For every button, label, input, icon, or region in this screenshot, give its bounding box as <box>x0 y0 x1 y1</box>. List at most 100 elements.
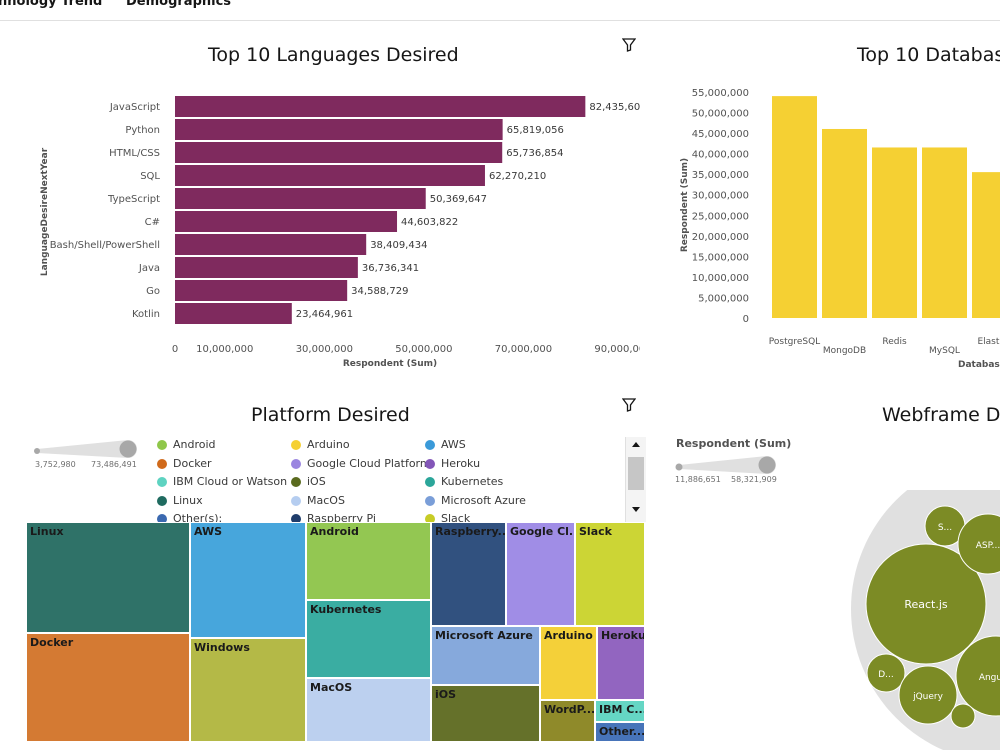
x-tick-label: 50,000,000 <box>395 344 452 355</box>
treemap-cell[interactable]: Heroku <box>597 626 645 700</box>
treemap-cell[interactable]: Android <box>306 522 431 600</box>
y-tick-label: 10,000,000 <box>692 273 749 284</box>
legend-item[interactable]: AWS <box>425 438 466 451</box>
legend-item[interactable]: IBM Cloud or Watson <box>157 475 287 488</box>
y-tick-label: 40,000,000 <box>692 150 749 161</box>
language-value-label: 82,435,603 <box>589 102 640 113</box>
y-tick-label: 20,000,000 <box>692 232 749 243</box>
database-bar <box>922 147 967 318</box>
legend-swatch <box>157 495 167 506</box>
x-axis-label: Respondent (Sum) <box>343 359 437 369</box>
treemap-label: Kubernetes <box>310 603 382 616</box>
treemap-label: Other... <box>599 725 645 738</box>
treemap-cell[interactable]: Arduino <box>540 626 597 700</box>
x-tick-label: 30,000,000 <box>296 344 353 355</box>
legend-item[interactable]: Android <box>157 438 216 451</box>
platform-legend: Android Arduino AWS Docker Google Cloud Plat… <box>0 436 625 522</box>
legend-swatch <box>291 439 301 450</box>
legend-item[interactable]: Other(s): <box>157 512 222 522</box>
treemap-label: Arduino <box>544 629 593 642</box>
database-label: MySQL <box>929 346 960 356</box>
treemap-cell[interactable]: Microsoft Azure <box>431 626 540 685</box>
treemap-cell[interactable]: Windows <box>190 638 306 742</box>
treemap-cell[interactable]: iOS <box>431 685 540 742</box>
filter-icon[interactable] <box>622 38 636 52</box>
treemap-cell[interactable]: Google Cl... <box>506 522 575 626</box>
treemap-label: WordP... <box>544 703 595 716</box>
treemap-cell[interactable]: MacOS <box>306 678 431 742</box>
y-tick-label: 55,000,000 <box>692 88 749 99</box>
treemap-cell[interactable]: Docker <box>26 633 190 742</box>
treemap-cell[interactable]: AWS <box>190 522 306 638</box>
language-bar <box>175 303 292 324</box>
language-value-label: 65,736,854 <box>506 148 563 159</box>
language-value-label: 50,369,647 <box>430 194 487 205</box>
filter-icon[interactable] <box>622 398 636 412</box>
languages-bar-chart: JavaScript 82,435,603 Python 65,819,056 HTML… <box>40 96 640 369</box>
treemap-cell[interactable]: Kubernetes <box>306 600 431 678</box>
webframe-bubble-chart: React.js S... ASP... D... jQuery Angul... <box>851 490 1000 750</box>
legend-label: IBM Cloud or Watson <box>173 475 288 488</box>
language-label: Go <box>146 286 160 297</box>
legend-item[interactable]: Kubernetes <box>425 475 503 488</box>
database-bar <box>772 96 817 318</box>
tab-bar: nnology Trend Demographics <box>0 0 1000 21</box>
treemap-cell[interactable]: IBM C... <box>595 700 645 722</box>
platform-size-legend: 3,752,980 73,486,491 <box>34 440 137 469</box>
webframe-size-legend: 11,886,651 58,321,909 <box>675 456 777 484</box>
y-tick-label: 0 <box>743 314 749 325</box>
treemap-cell[interactable]: Slack <box>575 522 645 626</box>
legend-item[interactable]: Linux <box>157 494 203 507</box>
treemap-label: Linux <box>30 525 64 538</box>
legend-swatch <box>425 439 435 450</box>
treemap-cell[interactable]: Linux <box>26 522 190 633</box>
platform-chart-title: Platform Desired <box>251 404 410 426</box>
database-bar <box>972 172 1000 318</box>
tab-demographics[interactable]: Demographics <box>126 0 232 9</box>
y-tick-label: 45,000,000 <box>692 129 749 140</box>
bubble <box>866 653 906 693</box>
x-axis-label: Databas <box>958 360 1000 370</box>
legend-label: Slack <box>441 512 471 522</box>
language-bar <box>175 188 426 209</box>
database-label: MongoDB <box>823 346 866 356</box>
database-bar <box>872 147 917 318</box>
legend-swatch <box>157 513 167 522</box>
treemap-cell[interactable]: WordP... <box>540 700 595 742</box>
legend-item[interactable]: Slack <box>425 512 470 522</box>
treemap-label: Microsoft Azure <box>435 629 533 642</box>
legend-label: Microsoft Azure <box>441 494 526 507</box>
x-tick-label: 70,000,000 <box>495 344 552 355</box>
legend-swatch <box>157 439 167 450</box>
language-value-label: 23,464,961 <box>296 309 353 320</box>
treemap-cell[interactable]: Other... <box>595 722 645 742</box>
legend-label: Arduino <box>307 438 350 451</box>
legend-item[interactable]: Raspberry Pi <box>291 512 376 522</box>
language-bar <box>175 96 586 117</box>
legend-item[interactable]: Google Cloud Platform <box>291 457 431 470</box>
legend-swatch <box>291 476 301 487</box>
legend-swatch <box>291 513 301 522</box>
tab-technology-trend[interactable]: nnology Trend <box>0 0 103 9</box>
legend-label: Docker <box>173 457 212 470</box>
legend-item[interactable]: Arduino <box>291 438 350 451</box>
legend-scrollbar[interactable] <box>625 437 646 522</box>
bubble <box>955 635 1000 717</box>
treemap-cell[interactable]: Raspberry... <box>431 522 506 626</box>
legend-label: Other(s): <box>173 512 223 522</box>
legend-item[interactable]: Heroku <box>425 457 480 470</box>
y-axis-label: LanguageDesireNextYear <box>40 147 50 276</box>
legend-label: MacOS <box>307 494 345 507</box>
treemap-label: Android <box>310 525 359 538</box>
x-tick-label: 90,000,000 <box>594 344 640 355</box>
legend-item[interactable]: Microsoft Azure <box>425 494 526 507</box>
language-label: HTML/CSS <box>109 148 160 159</box>
legend-item[interactable]: iOS <box>291 475 326 488</box>
treemap-label: iOS <box>435 688 457 701</box>
legend-swatch <box>425 476 435 487</box>
legend-label: Linux <box>173 494 203 507</box>
language-bar <box>175 234 367 255</box>
treemap-label: Docker <box>30 636 74 649</box>
legend-item[interactable]: MacOS <box>291 494 345 507</box>
legend-item[interactable]: Docker <box>157 457 212 470</box>
